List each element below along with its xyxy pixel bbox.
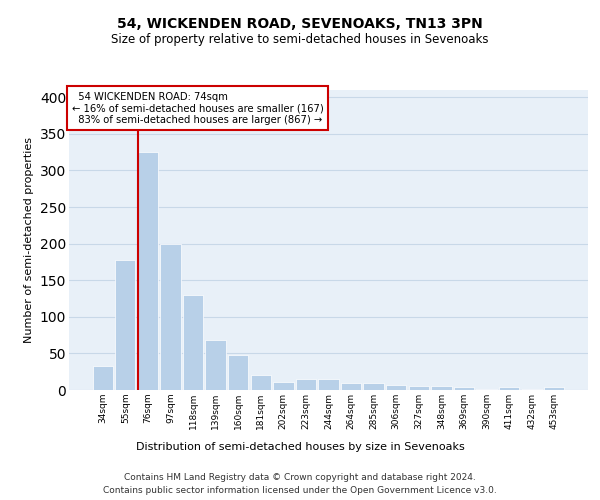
Bar	[364, 382, 384, 390]
Bar	[431, 386, 452, 390]
Bar	[341, 382, 361, 390]
Bar	[273, 382, 293, 390]
Bar	[115, 260, 136, 390]
Text: 54 WICKENDEN ROAD: 74sqm
← 16% of semi-detached houses are smaller (167)
  83% o: 54 WICKENDEN ROAD: 74sqm ← 16% of semi-d…	[71, 92, 323, 124]
Bar	[183, 295, 203, 390]
Text: Distribution of semi-detached houses by size in Sevenoaks: Distribution of semi-detached houses by …	[136, 442, 464, 452]
Bar	[386, 385, 406, 390]
Bar	[544, 387, 565, 390]
Bar	[409, 386, 429, 390]
Bar	[228, 355, 248, 390]
Bar	[205, 340, 226, 390]
Text: Size of property relative to semi-detached houses in Sevenoaks: Size of property relative to semi-detach…	[111, 32, 489, 46]
Bar	[92, 366, 113, 390]
Text: Contains HM Land Registry data © Crown copyright and database right 2024.: Contains HM Land Registry data © Crown c…	[124, 472, 476, 482]
Text: 54, WICKENDEN ROAD, SEVENOAKS, TN13 3PN: 54, WICKENDEN ROAD, SEVENOAKS, TN13 3PN	[117, 18, 483, 32]
Text: Contains public sector information licensed under the Open Government Licence v3: Contains public sector information licen…	[103, 486, 497, 495]
Bar	[521, 388, 542, 390]
Bar	[138, 152, 158, 390]
Y-axis label: Number of semi-detached properties: Number of semi-detached properties	[24, 137, 34, 343]
Bar	[160, 244, 181, 390]
Bar	[319, 379, 338, 390]
Bar	[251, 374, 271, 390]
Bar	[499, 387, 519, 390]
Bar	[454, 387, 474, 390]
Bar	[296, 379, 316, 390]
